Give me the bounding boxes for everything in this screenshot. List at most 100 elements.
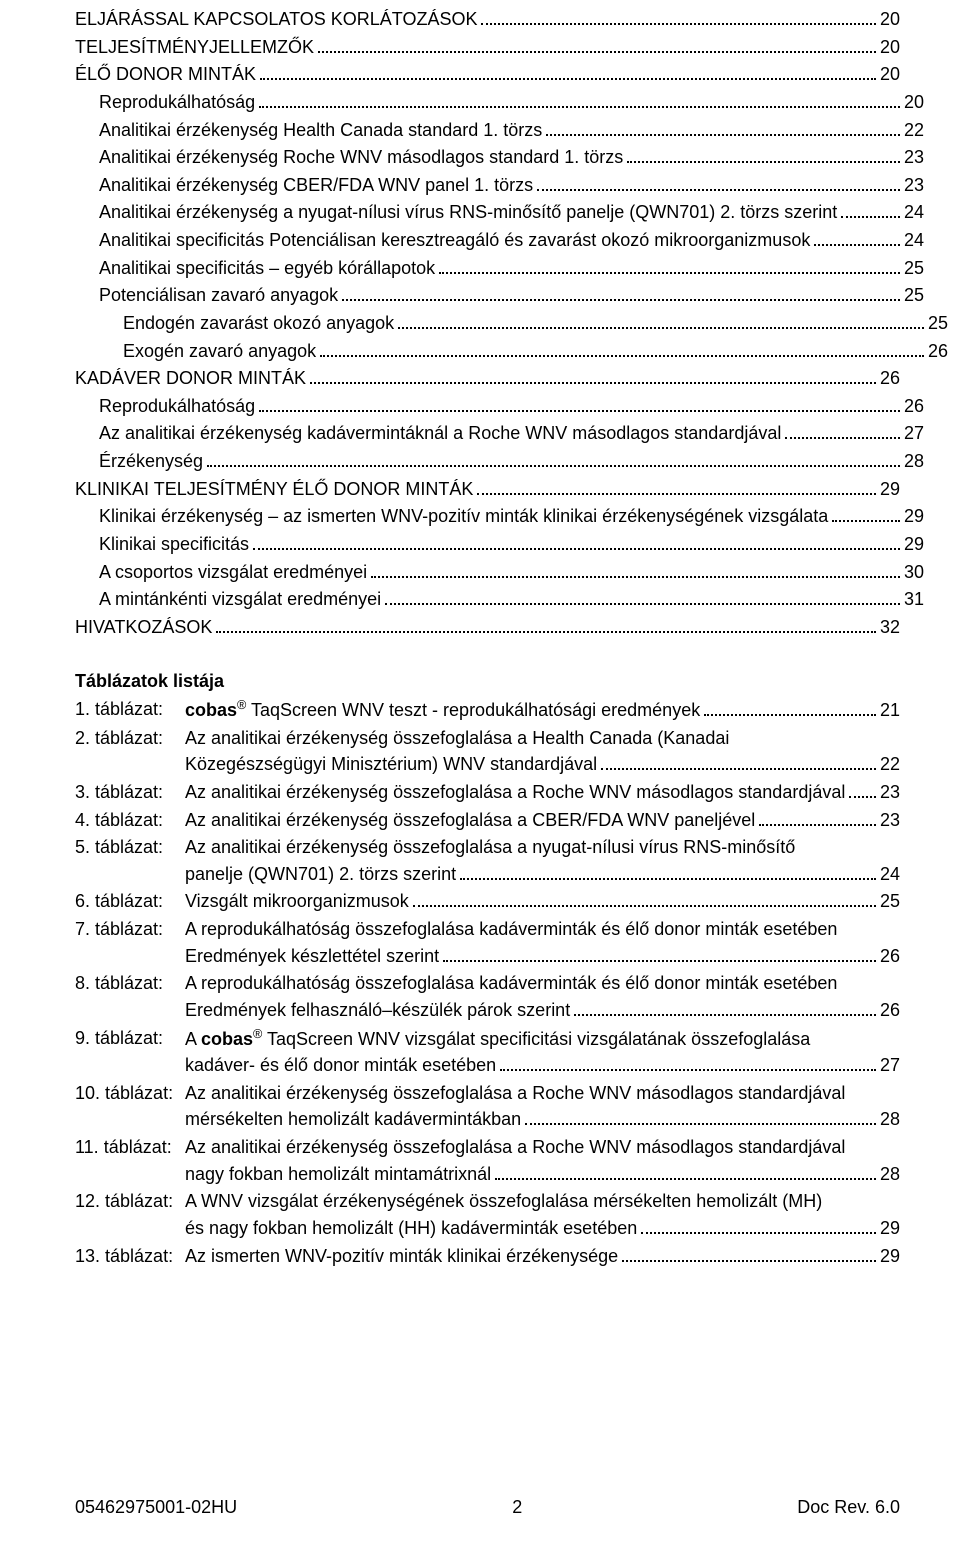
- toc-entry-page: 22: [904, 117, 924, 144]
- dot-leader: [260, 62, 876, 80]
- dot-leader: [259, 394, 900, 412]
- toc-entry: Reprodukálhatóság 20: [75, 89, 924, 116]
- toc-entry-label: Reprodukálhatóság: [99, 89, 255, 116]
- table-entry-number: 9. táblázat:: [75, 1025, 185, 1052]
- table-entry-number: 11. táblázat:: [75, 1134, 185, 1161]
- dot-leader: [398, 311, 924, 329]
- table-entry-text: mérsékelten hemolizált kadávermintákban: [185, 1106, 521, 1133]
- table-entry-line: A WNV vizsgálat érzékenységének összefog…: [185, 1188, 900, 1215]
- table-entry-text: cobas® TaqScreen WNV teszt - reprodukálh…: [185, 696, 700, 724]
- dot-leader: [704, 698, 876, 716]
- toc-entry-label: Analitikai érzékenység CBER/FDA WNV pane…: [99, 172, 533, 199]
- table-entry-line: Az analitikai érzékenység összefoglalása…: [185, 807, 900, 834]
- toc-entry-page: 25: [904, 282, 924, 309]
- table-entry-body: Az analitikai érzékenység összefoglalása…: [185, 807, 900, 834]
- tables-list-entry: 12. táblázat:A WNV vizsgálat érzékenység…: [75, 1188, 900, 1241]
- table-entry-line: cobas® TaqScreen WNV teszt - reprodukálh…: [185, 696, 900, 724]
- dot-leader: [537, 173, 900, 191]
- toc-entry: Klinikai specificitás29: [75, 531, 924, 558]
- table-entry-line: Vizsgált mikroorganizmusok25: [185, 888, 900, 915]
- tables-list-entry: 9. táblázat:A cobas® TaqScreen WNV vizsg…: [75, 1025, 900, 1079]
- toc-entry-page: 26: [928, 338, 948, 365]
- dot-leader: [207, 449, 900, 467]
- dot-leader: [216, 615, 876, 633]
- toc-entry-page: 28: [904, 448, 924, 475]
- table-entry-text: Közegészségügyi Minisztérium) WNV standa…: [185, 751, 597, 778]
- dot-leader: [832, 504, 900, 522]
- dot-leader: [385, 587, 900, 605]
- superscript: ®: [237, 698, 246, 712]
- dot-leader: [310, 366, 876, 384]
- table-entry-body: A reprodukálhatóság összefoglalása kadáv…: [185, 970, 900, 1023]
- table-entry-text: és nagy fokban hemolizált (HH) kadávermi…: [185, 1215, 637, 1242]
- table-entry-text: A reprodukálhatóság összefoglalása kadáv…: [185, 916, 837, 943]
- table-entry-line: Az analitikai érzékenység összefoglalása…: [185, 834, 900, 861]
- toc-entry-page: 30: [904, 559, 924, 586]
- dot-leader: [601, 752, 876, 770]
- table-entry-page: 29: [880, 1215, 900, 1242]
- tables-list-entry: 8. táblázat:A reprodukálhatóság összefog…: [75, 970, 900, 1023]
- table-entry-line: mérsékelten hemolizált kadávermintákban2…: [185, 1106, 900, 1133]
- toc-entry-label: Analitikai érzékenység Roche WNV másodla…: [99, 144, 623, 171]
- tables-list-entry: 11. táblázat:Az analitikai érzékenység ö…: [75, 1134, 900, 1187]
- table-entry-line: Az ismerten WNV-pozitív minták klinikai …: [185, 1243, 900, 1270]
- table-entry-body: A WNV vizsgálat érzékenységének összefog…: [185, 1188, 900, 1241]
- dot-leader: [574, 998, 876, 1016]
- toc-entry-page: 20: [904, 89, 924, 116]
- toc-entry-page: 25: [928, 310, 948, 337]
- toc-entry-page: 29: [904, 531, 924, 558]
- toc-entry: Endogén zavarást okozó anyagok25: [75, 310, 948, 337]
- table-entry-number: 6. táblázat:: [75, 888, 185, 915]
- dot-leader: [495, 1161, 876, 1179]
- toc-entry-label: Az analitikai érzékenység kadávermintákn…: [99, 420, 781, 447]
- toc-entry-label: KLINIKAI TELJESÍTMÉNY ÉLŐ DONOR MINTÁK: [75, 476, 473, 503]
- dot-leader: [500, 1053, 876, 1071]
- toc-entry-label: A csoportos vizsgálat eredményei: [99, 559, 367, 586]
- table-entry-text: A reprodukálhatóság összefoglalása kadáv…: [185, 970, 837, 997]
- tables-list-entry: 2. táblázat:Az analitikai érzékenység ös…: [75, 725, 900, 778]
- toc-entry: Analitikai érzékenység Health Canada sta…: [75, 117, 924, 144]
- table-entry-line: Az analitikai érzékenység összefoglalása…: [185, 1134, 900, 1161]
- table-entry-line: kadáver- és élő donor minták esetében27: [185, 1052, 900, 1079]
- toc-entry-label: Analitikai specificitás Potenciálisan ke…: [99, 227, 810, 254]
- table-entry-number: 7. táblázat:: [75, 916, 185, 943]
- toc-entry-label: Reprodukálhatóság: [99, 393, 255, 420]
- dot-leader: [622, 1243, 876, 1261]
- toc-entry-page: 20: [880, 61, 900, 88]
- dot-leader: [759, 807, 876, 825]
- toc-entry-label: Potenciálisan zavaró anyagok: [99, 282, 338, 309]
- tables-list-entry: 6. táblázat:Vizsgált mikroorganizmusok25: [75, 888, 900, 915]
- tables-list-entry: 10. táblázat:Az analitikai érzékenység ö…: [75, 1080, 900, 1133]
- table-entry-body: Az analitikai érzékenység összefoglalása…: [185, 834, 900, 887]
- table-entry-number: 4. táblázat:: [75, 807, 185, 834]
- dot-leader: [627, 145, 900, 163]
- table-entry-number: 10. táblázat:: [75, 1080, 185, 1107]
- dot-leader: [641, 1216, 876, 1234]
- table-entry-text: Eredmények készlettétel szerint: [185, 943, 439, 970]
- table-entry-line: Az analitikai érzékenység összefoglalása…: [185, 725, 900, 752]
- table-entry-text: Az analitikai érzékenység összefoglalása…: [185, 725, 729, 752]
- toc-entry: Analitikai érzékenység a nyugat-nílusi v…: [75, 199, 924, 226]
- table-entry-page: 23: [880, 779, 900, 806]
- toc-entry-label: Exogén zavaró anyagok: [123, 338, 316, 365]
- table-entry-body: Az analitikai érzékenység összefoglalása…: [185, 725, 900, 778]
- table-entry-text: Vizsgált mikroorganizmusok: [185, 888, 409, 915]
- document-page: ELJÁRÁSSAL KAPCSOLATOS KORLÁTOZÁSOK20TEL…: [0, 0, 960, 1541]
- brand-cobas: cobas: [201, 1029, 253, 1049]
- table-entry-body: Vizsgált mikroorganizmusok25: [185, 888, 900, 915]
- table-entry-number: 1. táblázat:: [75, 696, 185, 723]
- toc-entry-page: 25: [904, 255, 924, 282]
- table-entry-body: A cobas® TaqScreen WNV vizsgálat specifi…: [185, 1025, 900, 1079]
- toc-entry-label: ÉLŐ DONOR MINTÁK: [75, 61, 256, 88]
- toc-entry-label: ELJÁRÁSSAL KAPCSOLATOS KORLÁTOZÁSOK: [75, 6, 477, 33]
- table-entry-body: Az analitikai érzékenység összefoglalása…: [185, 779, 900, 806]
- toc-entry-page: 24: [904, 227, 924, 254]
- dot-leader: [546, 117, 900, 135]
- table-entry-line: és nagy fokban hemolizált (HH) kadávermi…: [185, 1215, 900, 1242]
- table-entry-text: Az analitikai érzékenység összefoglalása…: [185, 1080, 845, 1107]
- table-entry-body: A reprodukálhatóság összefoglalása kadáv…: [185, 916, 900, 969]
- toc-entry-page: 29: [880, 476, 900, 503]
- table-entry-page: 24: [880, 861, 900, 888]
- table-entry-line: Eredmények készlettétel szerint26: [185, 943, 900, 970]
- dot-leader: [841, 200, 900, 218]
